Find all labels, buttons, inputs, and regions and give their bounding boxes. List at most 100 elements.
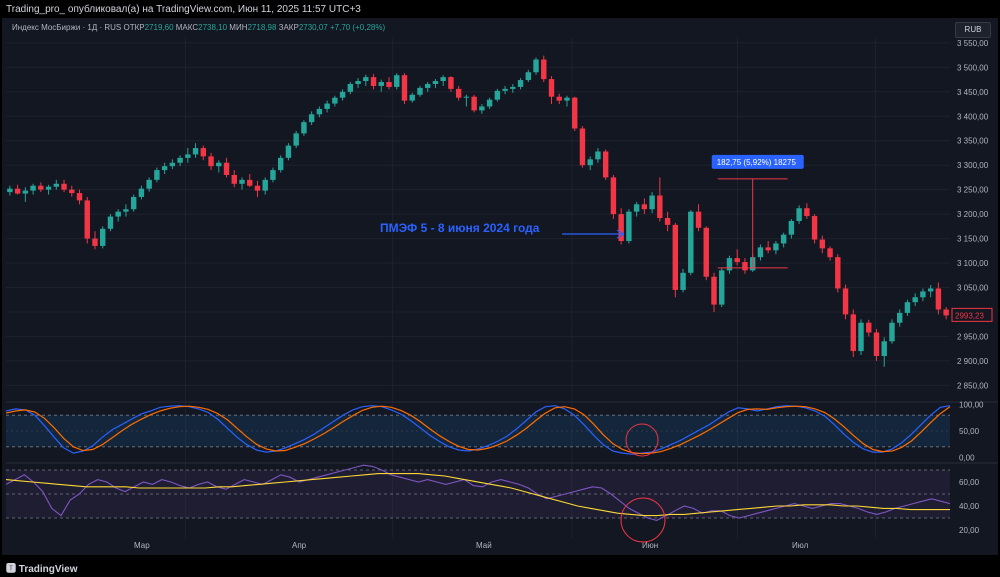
candle: [161, 166, 168, 171]
candle: [92, 238, 98, 246]
candle: [38, 185, 44, 190]
candle: [510, 86, 516, 89]
candle: [107, 216, 114, 229]
candle: [943, 309, 949, 316]
rsi-axis-label: 20,00: [959, 526, 980, 535]
candle: [564, 97, 570, 101]
close-label: ЗАКР: [278, 23, 299, 32]
chart-canvas[interactable]: 3 550,00 3 500,00 3 450,00 3 400,00 3 350,00…: [2, 18, 998, 555]
candle: [935, 288, 942, 310]
candle: [370, 77, 377, 86]
candle: [316, 108, 323, 115]
candle: [517, 80, 524, 87]
low-value: 2718,98: [247, 23, 277, 32]
stoch-axis-label: 100,00: [959, 401, 984, 410]
candle: [765, 247, 771, 251]
candle: [804, 208, 810, 217]
measure-label-box: [711, 154, 804, 169]
candle: [424, 83, 431, 88]
price-axis-label: 3 150,00: [957, 235, 989, 244]
rsi-band: [6, 470, 950, 518]
candle: [332, 97, 338, 104]
candle: [247, 179, 253, 186]
candle: [633, 204, 640, 212]
candle: [889, 322, 895, 342]
candle: [719, 270, 725, 305]
candle: [69, 189, 75, 194]
price-axis-label: 2 900,00: [957, 357, 989, 366]
candle: [672, 224, 679, 290]
candle: [208, 156, 214, 167]
candle: [688, 211, 694, 273]
candle: [455, 88, 462, 98]
candle: [896, 312, 903, 323]
candle: [873, 332, 880, 356]
candle: [811, 216, 818, 240]
candle: [610, 177, 617, 215]
candle: [827, 248, 833, 258]
candle: [533, 59, 539, 73]
candle: [494, 90, 501, 100]
candle: [734, 258, 740, 263]
price-axis-label: 3 050,00: [957, 283, 989, 292]
measure-label: 182,75 (5,92%) 18275: [717, 158, 797, 167]
candle: [572, 97, 578, 129]
chart-area[interactable]: 3 550,00 3 500,00 3 450,00 3 400,00 3 350,00…: [2, 18, 998, 555]
price-axis-label: 3 200,00: [957, 210, 989, 219]
candle: [866, 322, 872, 333]
price-axis-label: 3 500,00: [957, 63, 989, 72]
candle: [788, 220, 795, 235]
candle: [277, 157, 284, 171]
candle: [138, 188, 145, 197]
candle: [76, 193, 83, 201]
candle: [231, 174, 237, 184]
candle: [850, 314, 856, 352]
rsi-axis-label: 40,00: [959, 502, 980, 511]
candle: [641, 204, 648, 210]
candle: [216, 162, 222, 167]
price-axis-label: 3 250,00: [957, 186, 989, 195]
candle: [927, 288, 934, 292]
candle: [780, 234, 787, 244]
price-axis-label: 3 400,00: [957, 112, 989, 121]
candle: [471, 96, 477, 111]
candle: [587, 159, 593, 166]
candle: [595, 151, 601, 160]
candle: [169, 162, 176, 167]
month-axis-label: Июн: [642, 541, 658, 550]
candle: [432, 81, 439, 84]
month-axis-label: Май: [476, 541, 492, 550]
symbol-name: Индекс МосБиржи · 1Д · RUS: [12, 23, 122, 32]
candle: [904, 302, 911, 313]
candle: [819, 239, 826, 249]
month-axis-label: Июл: [792, 541, 809, 550]
candle: [123, 209, 129, 212]
candle: [835, 257, 841, 289]
candle: [378, 82, 384, 86]
candle: [308, 114, 315, 123]
candle: [602, 151, 609, 178]
candle: [742, 262, 748, 271]
candle: [347, 83, 354, 92]
candle: [394, 75, 400, 87]
candle: [548, 79, 555, 97]
candle: [657, 195, 663, 219]
candle: [223, 162, 230, 175]
tradingview-logo: 🆃 TradingView: [6, 560, 78, 575]
high-value: 2738,10: [198, 23, 228, 32]
candle: [664, 218, 671, 225]
candle: [84, 200, 90, 239]
candle: [14, 188, 21, 194]
candle: [200, 148, 207, 157]
candle: [45, 186, 52, 190]
month-axis-label: Апр: [292, 541, 307, 550]
candle: [285, 145, 292, 158]
stoch-axis-label: 0,00: [959, 453, 975, 462]
currency-button[interactable]: RUB: [955, 22, 991, 38]
highlight-circle: [625, 423, 659, 457]
candle: [726, 258, 733, 271]
price-axis-label: 3 300,00: [957, 161, 989, 170]
candle: [920, 291, 926, 298]
candle: [254, 185, 261, 191]
price-axis-label: 2 950,00: [957, 332, 989, 341]
